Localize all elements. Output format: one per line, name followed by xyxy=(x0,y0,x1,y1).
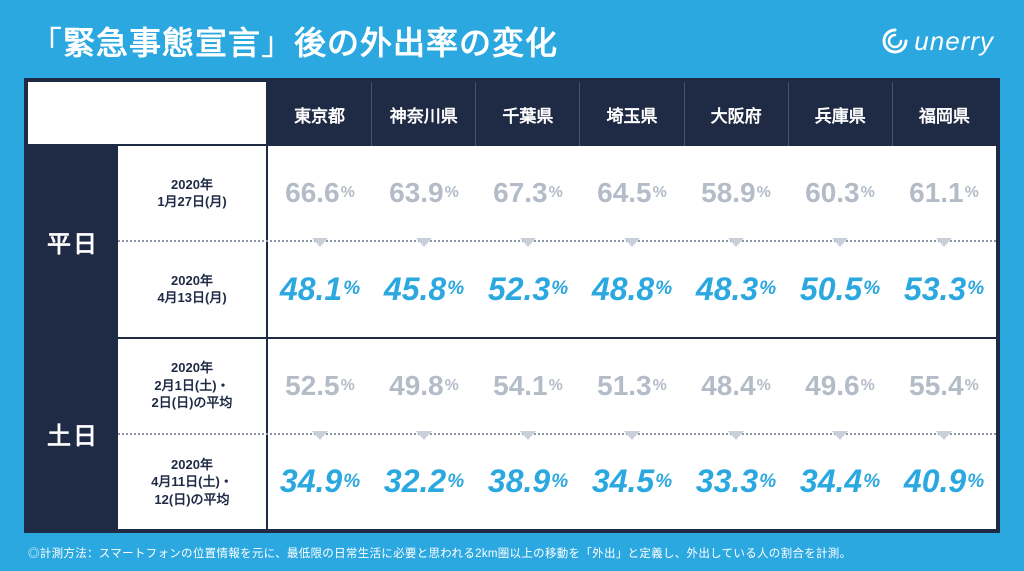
cell-after: 34.5% xyxy=(580,435,684,529)
cell-before: 51.3% xyxy=(580,339,684,433)
cell-after: 34.4% xyxy=(788,435,892,529)
table-header-row: 東京都神奈川県千葉県埼玉県大阪府兵庫県福岡県 xyxy=(28,82,996,146)
down-arrow-icon xyxy=(832,431,848,440)
data-table: 東京都神奈川県千葉県埼玉県大阪府兵庫県福岡県 平日2020年1月27日(月)66… xyxy=(24,78,1000,533)
logo-text: unerry xyxy=(914,26,994,57)
section-label: 平日 xyxy=(28,146,118,337)
table-section: 平日2020年1月27日(月)66.6%63.9%67.3%64.5%58.9%… xyxy=(28,146,996,339)
cell-after: 34.9% xyxy=(268,435,372,529)
cell-after: 53.3% xyxy=(892,242,996,336)
cell-after: 38.9% xyxy=(476,435,580,529)
table-section: 土日2020年2月1日(土)・2日(日)の平均52.5%49.8%54.1%51… xyxy=(28,339,996,530)
cell-after: 33.3% xyxy=(684,435,788,529)
down-arrow-icon xyxy=(624,431,640,440)
down-arrow-icon xyxy=(728,431,744,440)
brand-logo: unerry xyxy=(880,26,994,57)
down-arrow-icon xyxy=(936,431,952,440)
cell-after: 32.2% xyxy=(372,435,476,529)
col-header: 千葉県 xyxy=(476,82,580,146)
cell-after: 50.5% xyxy=(788,242,892,336)
table-row: 2020年2月1日(土)・2日(日)の平均52.5%49.8%54.1%51.3… xyxy=(118,339,996,433)
date-label-before: 2020年2月1日(土)・2日(日)の平均 xyxy=(118,339,268,433)
cell-before: 49.6% xyxy=(788,339,892,433)
cell-before: 55.4% xyxy=(892,339,996,433)
cell-after: 52.3% xyxy=(476,242,580,336)
cell-after: 48.1% xyxy=(268,242,372,336)
col-header: 兵庫県 xyxy=(789,82,893,146)
header-blank xyxy=(28,82,268,146)
cell-before: 54.1% xyxy=(476,339,580,433)
cell-before: 61.1% xyxy=(892,146,996,240)
down-arrow-icon xyxy=(624,238,640,247)
down-arrow-icon xyxy=(832,238,848,247)
cell-before: 48.4% xyxy=(684,339,788,433)
down-arrow-icon xyxy=(728,238,744,247)
page-title: 「緊急事態宣言」後の外出率の変化 xyxy=(30,18,558,64)
cell-after: 48.8% xyxy=(580,242,684,336)
col-header: 大阪府 xyxy=(685,82,789,146)
cell-before: 63.9% xyxy=(372,146,476,240)
col-header: 神奈川県 xyxy=(372,82,476,146)
section-label: 土日 xyxy=(28,339,118,530)
col-header: 東京都 xyxy=(268,82,372,146)
col-header: 埼玉県 xyxy=(580,82,684,146)
cell-before: 60.3% xyxy=(788,146,892,240)
table-row: 2020年4月13日(月)48.1%45.8%52.3%48.8%48.3%50… xyxy=(118,240,996,336)
cell-before: 49.8% xyxy=(372,339,476,433)
date-label-before: 2020年1月27日(月) xyxy=(118,146,268,240)
down-arrow-icon xyxy=(520,431,536,440)
down-arrow-icon xyxy=(312,431,328,440)
cell-before: 58.9% xyxy=(684,146,788,240)
col-header: 福岡県 xyxy=(893,82,996,146)
cell-after: 40.9% xyxy=(892,435,996,529)
cell-before: 52.5% xyxy=(268,339,372,433)
down-arrow-icon xyxy=(416,238,432,247)
cell-before: 64.5% xyxy=(580,146,684,240)
date-label-after: 2020年4月13日(月) xyxy=(118,242,268,336)
down-arrow-icon xyxy=(520,238,536,247)
down-arrow-icon xyxy=(416,431,432,440)
logo-icon xyxy=(880,26,910,56)
table-row: 2020年1月27日(月)66.6%63.9%67.3%64.5%58.9%60… xyxy=(118,146,996,240)
table-row: 2020年4月11日(土)・12(日)の平均34.9%32.2%38.9%34.… xyxy=(118,433,996,529)
down-arrow-icon xyxy=(936,238,952,247)
cell-after: 45.8% xyxy=(372,242,476,336)
cell-after: 48.3% xyxy=(684,242,788,336)
down-arrow-icon xyxy=(312,238,328,247)
cell-before: 67.3% xyxy=(476,146,580,240)
footnote: ◎計測方法：スマートフォンの位置情報を元に、最低限の日常生活に必要と思われる2k… xyxy=(24,545,1000,561)
date-label-after: 2020年4月11日(土)・12(日)の平均 xyxy=(118,435,268,529)
cell-before: 66.6% xyxy=(268,146,372,240)
